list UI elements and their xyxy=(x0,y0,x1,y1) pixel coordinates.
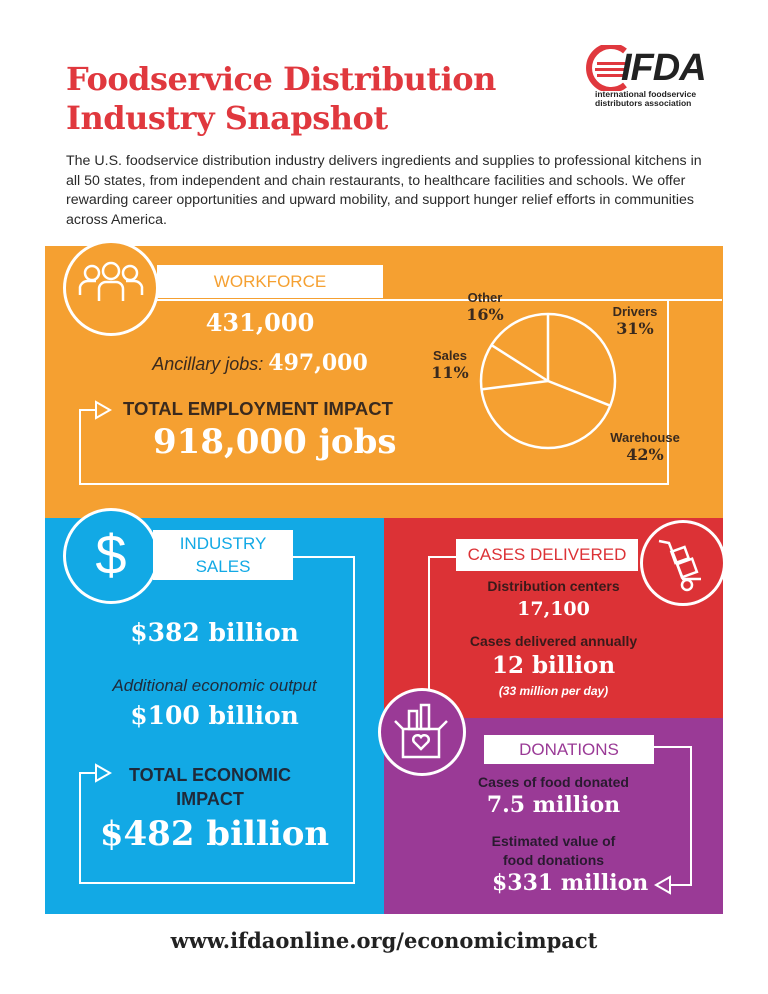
cases-delivered-section: CASES DELIVERED Distribution centers 17,… xyxy=(384,518,726,718)
donations-label: DONATIONS xyxy=(484,735,654,764)
pie-label-drivers: Drivers 31% xyxy=(600,304,670,338)
hand-truck-icon xyxy=(640,520,726,606)
intro-text: The U.S. foodservice distribution indust… xyxy=(66,153,702,228)
pie-slice-boundary-other xyxy=(490,344,549,383)
page-title: Foodservice Distribution Industry Snapsho… xyxy=(66,60,496,138)
pie-label-warehouse: Warehouse 42% xyxy=(600,430,690,464)
label-line-2: SALES xyxy=(195,557,251,576)
label-line-2: IMPACT xyxy=(176,789,244,809)
industry-sales-section: $ INDUSTRY SALES $382 billion Additional … xyxy=(45,508,384,914)
workforce-jobs: 431,000 xyxy=(205,308,315,337)
pie-label-other: Other 16% xyxy=(455,290,515,324)
footer-url[interactable]: www.ifdaonline.org/economicimpact xyxy=(170,928,598,953)
workforce-section: WORKFORCE 431,000 Ancillary jobs: 497,00… xyxy=(45,240,723,518)
distribution-centers-label: Distribution centers xyxy=(487,578,620,594)
cases-delivered-label: CASES DELIVERED xyxy=(456,539,638,571)
warehouse-value: 42% xyxy=(626,445,664,464)
label-line-1: INDUSTRY xyxy=(179,534,267,553)
donations-section: DONATIONS Cases of food donated 7.5 mill… xyxy=(378,688,723,914)
tagline-2: distributors association xyxy=(595,98,692,108)
total-economic-value: $482 billion xyxy=(99,814,330,854)
total-employment-value: 918,000 jobs xyxy=(153,422,397,462)
cases-donated-value: 7.5 million xyxy=(486,792,621,818)
logo-tagline: international foodservice distributors as… xyxy=(595,90,735,108)
title-line-1: Foodservice Distribution xyxy=(66,60,496,98)
total-economic-label: TOTAL ECONOMIC IMPACT xyxy=(120,763,300,811)
ancillary-label: Ancillary jobs: xyxy=(152,354,264,374)
industry-sales-label: INDUSTRY SALES xyxy=(153,530,293,580)
drivers-value: 31% xyxy=(616,319,654,338)
sales-label: Sales xyxy=(433,348,467,363)
additional-output-value: $100 billion xyxy=(130,701,299,730)
ancillary-value: 497,000 xyxy=(268,350,368,376)
arrow-icon xyxy=(95,400,112,420)
pie-slice-boundary-sales xyxy=(481,379,549,391)
cases-per-day: (33 million per day) xyxy=(498,684,609,698)
other-label: Other xyxy=(467,290,503,305)
pie-label-sales: Sales 11% xyxy=(420,348,480,382)
label-line-1: Estimated value of xyxy=(491,833,616,849)
workforce-pie-chart xyxy=(479,312,617,450)
arrow-icon xyxy=(95,763,112,783)
total-employment-label: TOTAL EMPLOYMENT IMPACT xyxy=(123,398,393,419)
ancillary-jobs: Ancillary jobs: 497,000 xyxy=(125,350,395,376)
donation-value: $331 million xyxy=(492,870,649,896)
distribution-centers-value: 17,100 xyxy=(517,598,590,620)
dollar-icon: $ xyxy=(63,508,159,604)
drivers-label: Drivers xyxy=(612,304,658,319)
donation-box-icon xyxy=(378,688,466,776)
additional-output-label: Additional economic output xyxy=(112,676,317,695)
other-value: 16% xyxy=(466,305,504,324)
workforce-label: WORKFORCE xyxy=(157,265,383,298)
cases-donated-label: Cases of food donated xyxy=(478,774,629,790)
logo-swoosh-icon xyxy=(586,45,627,91)
label-line-2: food donations xyxy=(502,852,605,868)
ifda-logo: IFDA international foodservice distributo… xyxy=(585,45,730,113)
sales-value: $382 billion xyxy=(130,618,299,647)
donation-value-label: Estimated value of food donations xyxy=(384,832,723,870)
label-line-1: TOTAL ECONOMIC xyxy=(129,765,291,785)
title-line-2: Industry Snapshot xyxy=(66,99,388,137)
arrow-left-icon xyxy=(654,875,671,895)
tagline-1: international foodservice xyxy=(595,89,697,99)
warehouse-label: Warehouse xyxy=(610,430,680,445)
people-icon xyxy=(63,240,159,336)
cases-annual-value: 12 billion xyxy=(491,652,616,679)
pie-slice-boundary-warehouse xyxy=(547,379,611,407)
sales-value: 11% xyxy=(431,363,469,382)
cases-annual-label: Cases delivered annually xyxy=(469,633,638,649)
logo-text: IFDA xyxy=(621,47,707,89)
